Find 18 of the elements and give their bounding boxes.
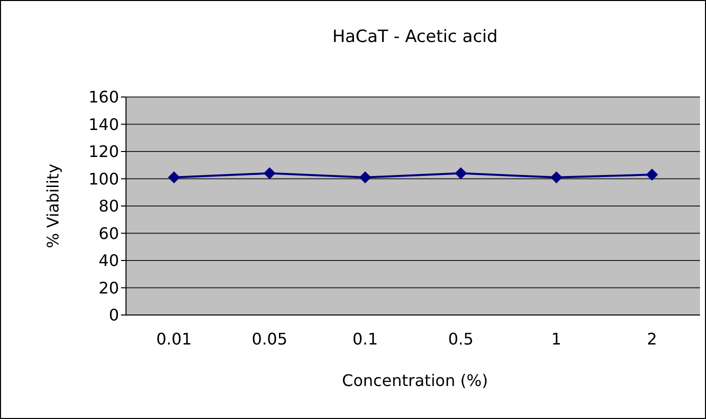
y-tick-label: 0: [108, 306, 119, 325]
x-tick-label: 1: [551, 329, 562, 348]
x-tick-label: 2: [646, 329, 658, 348]
y-axis-title: % Viability: [44, 164, 62, 248]
y-tick-label: 40: [98, 251, 119, 270]
x-tick-label: 0.01: [156, 329, 192, 348]
y-tick-label: 120: [88, 142, 119, 162]
x-tick-label: 0.1: [352, 329, 378, 348]
y-tick-label: 140: [88, 114, 119, 134]
y-tick-label: 60: [98, 224, 119, 243]
x-axis-title: Concentration (%): [341, 371, 489, 390]
x-tick-label: 0.5: [448, 329, 474, 348]
y-tick-label: 20: [98, 278, 119, 298]
y-tick-label: 160: [88, 88, 119, 107]
y-tick-label: 100: [88, 169, 119, 188]
chart-title: HaCaT - Acetic acid: [331, 27, 499, 47]
x-tick-label: 0.05: [252, 329, 288, 348]
y-tick-label: 80: [98, 196, 119, 216]
